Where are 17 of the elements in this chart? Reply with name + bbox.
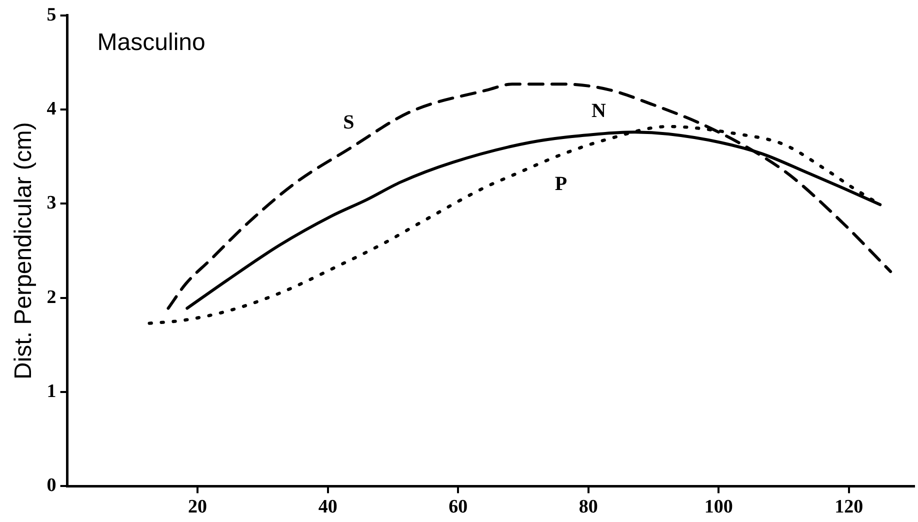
y-tick-label: 3 — [46, 192, 56, 214]
series-label: P — [554, 172, 568, 195]
y-tick-label: 4 — [46, 98, 57, 120]
y-tick-label: 2 — [46, 286, 56, 308]
y-tick-label: 1 — [46, 380, 56, 402]
y-tick-label: 0 — [46, 475, 56, 496]
y-tick-label: 5 — [46, 4, 56, 26]
x-tick-label: 80 — [578, 496, 598, 518]
annotation: Masculino — [97, 29, 206, 56]
series-label: N — [592, 100, 607, 122]
x-tick-label: 20 — [188, 496, 208, 518]
x-tick-label: 60 — [448, 496, 468, 518]
y-axis-title: Dist. Perpendicular (cm) — [10, 122, 38, 380]
x-tick-label: 40 — [318, 496, 338, 518]
series-label: S — [343, 111, 354, 134]
x-tick-label: 100 — [704, 496, 733, 518]
x-tick-label: 120 — [834, 496, 864, 518]
